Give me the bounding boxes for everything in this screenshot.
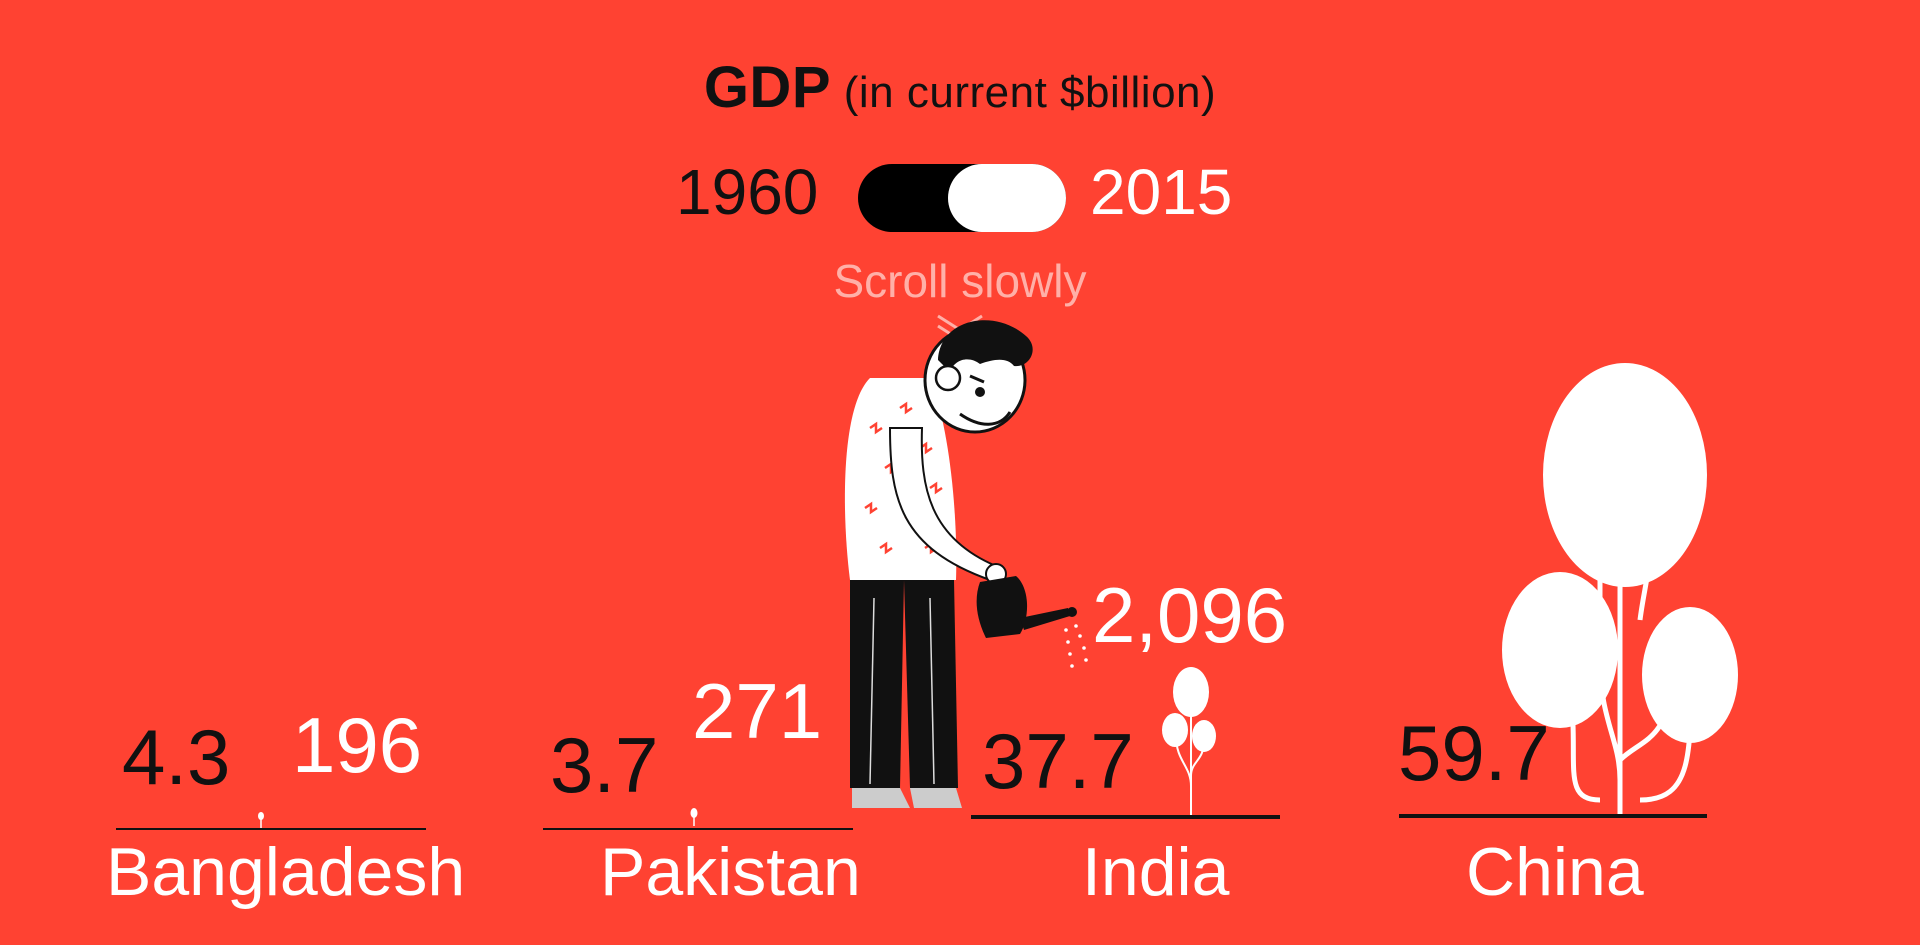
value-1960-bangladesh: 4.3 — [122, 713, 231, 801]
chart-title: GDP (in current $billion) — [0, 54, 1920, 121]
tree-india — [1162, 667, 1216, 816]
country-label-bangladesh: Bangladesh — [106, 834, 466, 910]
value-1960-china: 59.7 — [1398, 709, 1550, 797]
ground-line-bangladesh — [116, 828, 426, 830]
ground-line-china — [1399, 814, 1707, 818]
value-2015-bangladesh: 196 — [292, 701, 423, 789]
tree-china — [1502, 363, 1738, 816]
year-toggle[interactable] — [858, 164, 1066, 232]
value-2015-india: 2,096 — [1092, 571, 1288, 659]
ground-line-pakistan — [543, 828, 853, 830]
gardener-illustration — [844, 320, 1088, 808]
title-strong: GDP — [703, 55, 831, 120]
country-label-pakistan: Pakistan — [600, 834, 861, 910]
value-1960-india: 37.7 — [982, 717, 1134, 805]
year-end-label[interactable]: 2015 — [1090, 156, 1233, 228]
sprout-bangladesh — [258, 812, 264, 828]
value-1960-pakistan: 3.7 — [550, 721, 659, 809]
toggle-knob[interactable] — [948, 164, 1066, 232]
sprout-pakistan — [690, 808, 698, 826]
title-rest: (in current $billion) — [843, 68, 1217, 117]
year-start-label[interactable]: 1960 — [676, 156, 819, 228]
value-2015-pakistan: 271 — [692, 667, 823, 755]
country-label-china: China — [1466, 834, 1644, 910]
ground-line-india — [971, 815, 1280, 819]
scroll-hint: Scroll slowly — [833, 255, 1087, 307]
country-label-india: India — [1082, 834, 1230, 910]
